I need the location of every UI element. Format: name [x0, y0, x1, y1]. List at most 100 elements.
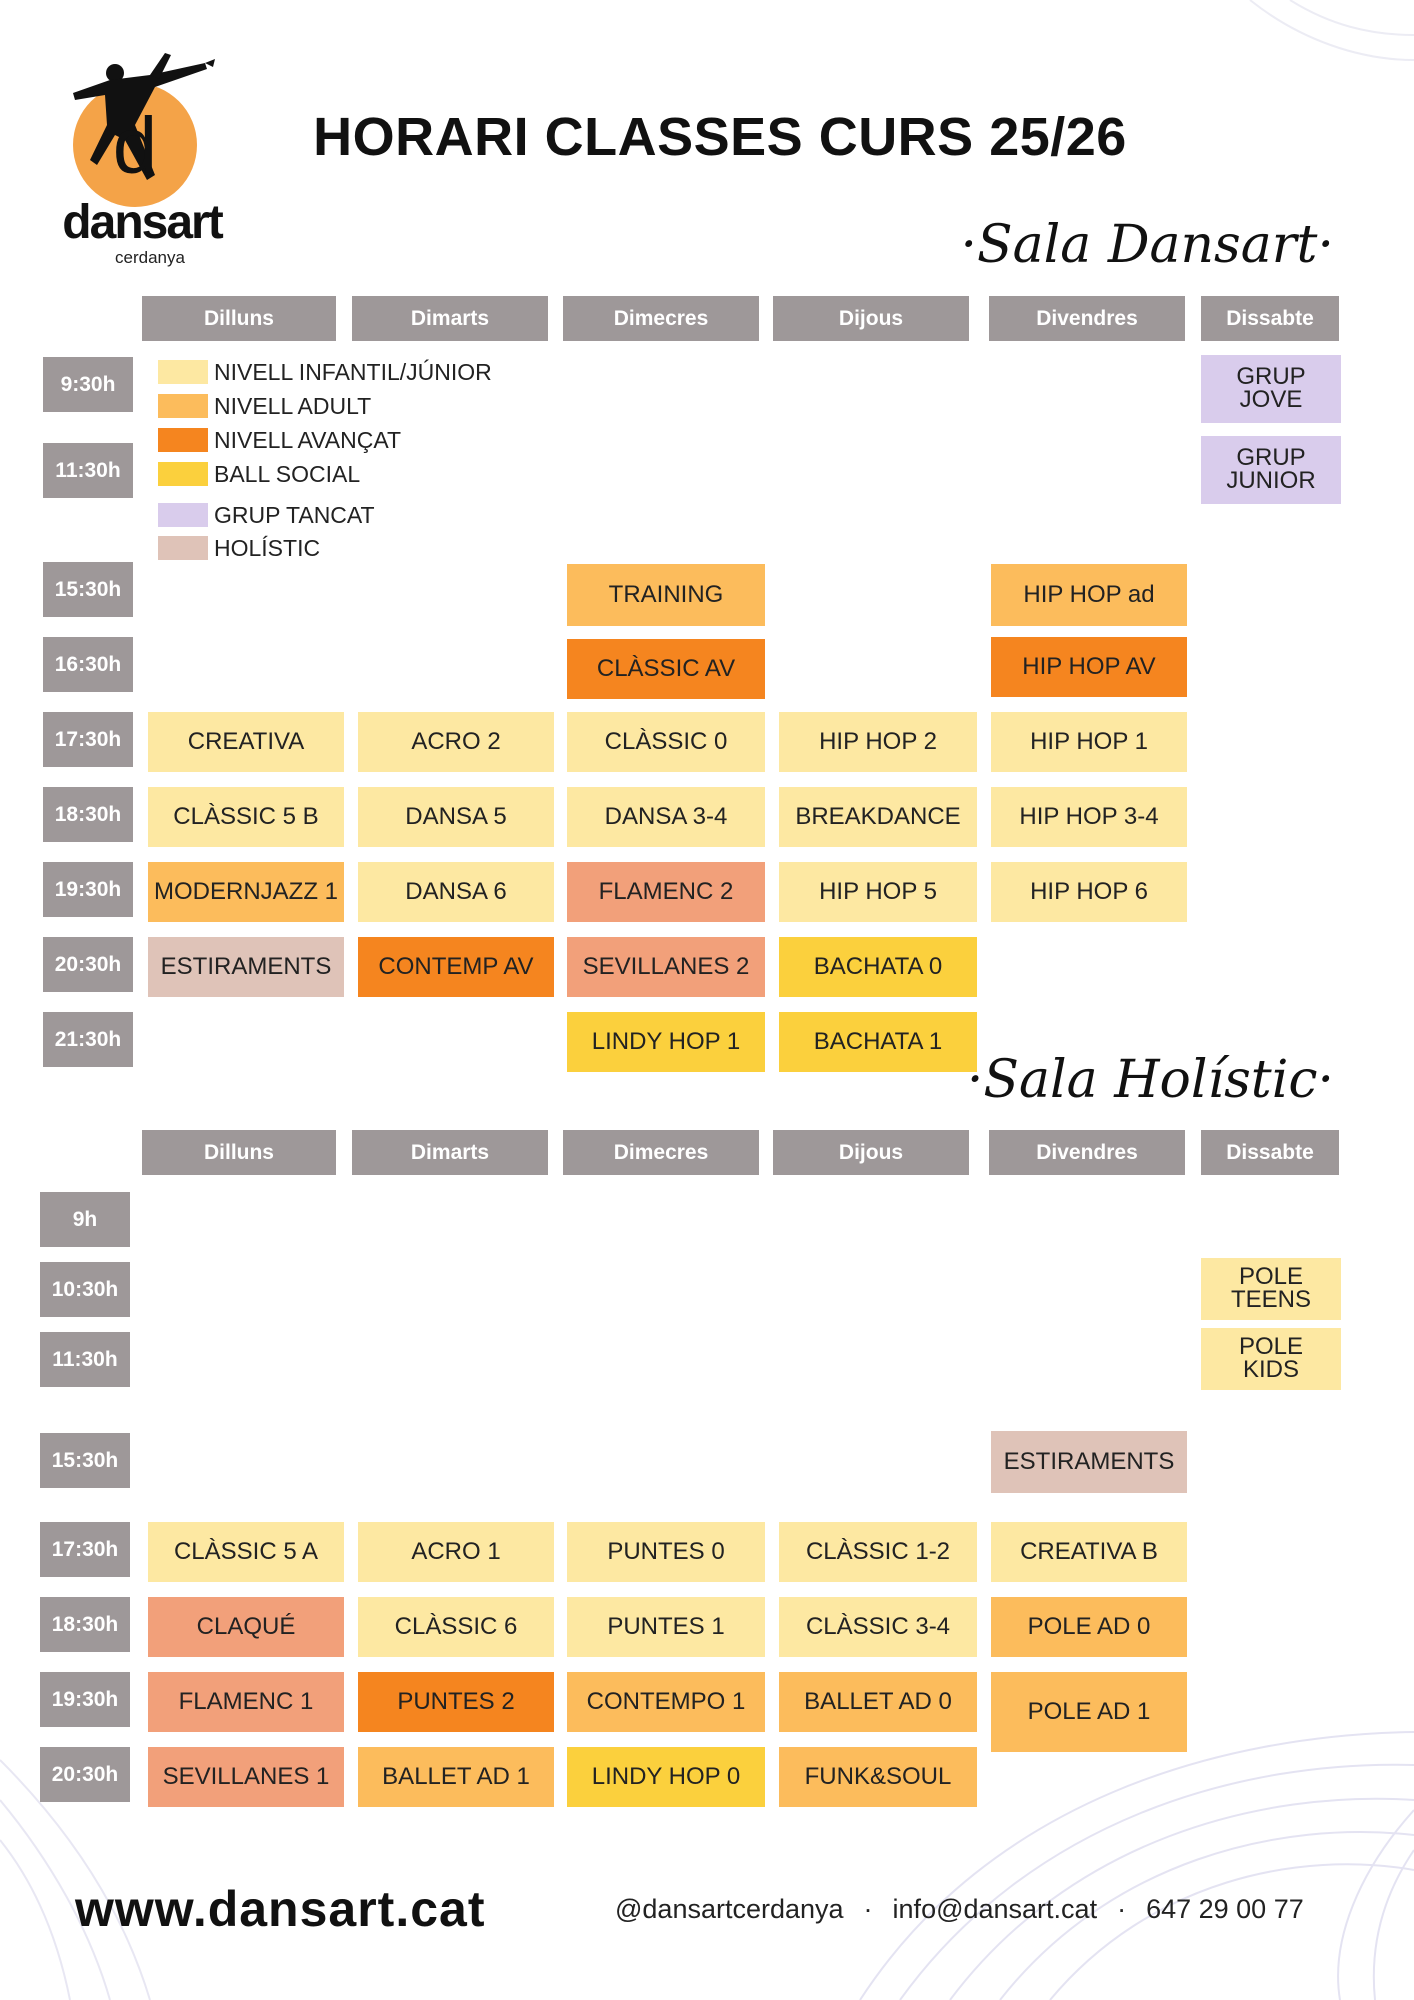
class-block[interactable]: HIP HOP 3-4: [991, 787, 1187, 847]
class-block[interactable]: FLAMENC 1: [148, 1672, 344, 1732]
footer-phone[interactable]: 647 29 00 77: [1146, 1894, 1304, 1924]
class-block[interactable]: CLAQUÉ: [148, 1597, 344, 1657]
day-header: Dimecres: [563, 1130, 759, 1175]
class-block[interactable]: POLE AD 1: [991, 1672, 1187, 1752]
class-block[interactable]: BACHATA 1: [779, 1012, 977, 1072]
class-block[interactable]: POLE AD 0: [991, 1597, 1187, 1657]
class-block[interactable]: CLÀSSIC 1-2: [779, 1522, 977, 1582]
time-slot: 9:30h: [43, 357, 133, 412]
class-block[interactable]: ACRO 1: [358, 1522, 554, 1582]
class-block[interactable]: CONTEMPO 1: [567, 1672, 765, 1732]
class-block[interactable]: GRUP JUNIOR: [1201, 436, 1341, 504]
time-slot: 9h: [40, 1192, 130, 1247]
class-block[interactable]: HIP HOP 2: [779, 712, 977, 772]
class-block[interactable]: BREAKDANCE: [779, 787, 977, 847]
time-slot: 18:30h: [40, 1597, 130, 1652]
day-header: Dimarts: [352, 296, 548, 341]
footer-contacts: @dansartcerdanya · info@dansart.cat · 64…: [615, 1894, 1304, 1925]
room-title-holistic: ·Sala Holístic·: [966, 1050, 1334, 1110]
day-header: Divendres: [989, 1130, 1185, 1175]
class-block[interactable]: LINDY HOP 0: [567, 1747, 765, 1807]
legend-label: NIVELL INFANTIL/JÚNIOR: [214, 359, 492, 385]
legend-label: BALL SOCIAL: [214, 461, 361, 487]
footer-separator: ·: [1117, 1894, 1127, 1924]
time-slot: 16:30h: [43, 637, 133, 692]
day-header: Divendres: [989, 296, 1185, 341]
class-block[interactable]: CLÀSSIC AV: [567, 639, 765, 699]
time-slot: 20:30h: [40, 1747, 130, 1802]
class-block[interactable]: BACHATA 0: [779, 937, 977, 997]
logo: d dansart cerdanya: [55, 45, 225, 275]
class-block[interactable]: CREATIVA: [148, 712, 344, 772]
class-block[interactable]: HIP HOP 1: [991, 712, 1187, 772]
day-header: Dilluns: [142, 1130, 336, 1175]
time-slot: 19:30h: [40, 1672, 130, 1727]
class-block[interactable]: SEVILLANES 1: [148, 1747, 344, 1807]
class-block[interactable]: TRAINING: [567, 564, 765, 626]
time-slot: 15:30h: [43, 562, 133, 617]
time-slot: 18:30h: [43, 787, 133, 842]
page-title: HORARI CLASSES CURS 25/26: [313, 107, 1127, 167]
day-header: Dijous: [773, 296, 969, 341]
footer-email[interactable]: info@dansart.cat: [892, 1894, 1098, 1924]
class-block[interactable]: LINDY HOP 1: [567, 1012, 765, 1072]
legend-label: NIVELL ADULT: [214, 393, 372, 419]
time-slot: 17:30h: [43, 712, 133, 767]
dancer-icon: d: [73, 53, 215, 207]
class-block[interactable]: PUNTES 0: [567, 1522, 765, 1582]
class-block[interactable]: CONTEMP AV: [358, 937, 554, 997]
class-block[interactable]: POLE KIDS: [1201, 1328, 1341, 1390]
time-slot: 10:30h: [40, 1262, 130, 1317]
class-block[interactable]: GRUP JOVE: [1201, 355, 1341, 423]
time-slot: 20:30h: [43, 937, 133, 992]
day-header: Dijous: [773, 1130, 969, 1175]
class-block[interactable]: CREATIVA B: [991, 1522, 1187, 1582]
time-slot: 15:30h: [40, 1433, 130, 1488]
legend-swatch: [158, 428, 208, 452]
day-header: Dilluns: [142, 296, 336, 341]
legend-label: NIVELL AVANÇAT: [214, 427, 402, 453]
day-header: Dissabte: [1201, 1130, 1339, 1175]
class-block[interactable]: ACRO 2: [358, 712, 554, 772]
class-block[interactable]: POLE TEENS: [1201, 1258, 1341, 1320]
class-block[interactable]: DANSA 3-4: [567, 787, 765, 847]
class-block[interactable]: ESTIRAMENTS: [148, 937, 344, 997]
time-slot: 11:30h: [43, 443, 133, 498]
class-block[interactable]: DANSA 5: [358, 787, 554, 847]
legend-swatch: [158, 360, 208, 384]
class-block[interactable]: BALLET AD 1: [358, 1747, 554, 1807]
class-block[interactable]: ESTIRAMENTS: [991, 1431, 1187, 1493]
logo-subtitle: cerdanya: [115, 248, 185, 267]
class-block[interactable]: PUNTES 1: [567, 1597, 765, 1657]
time-slot: 11:30h: [40, 1332, 130, 1387]
class-block[interactable]: CLÀSSIC 3-4: [779, 1597, 977, 1657]
legend-label: GRUP TANCAT: [214, 502, 375, 528]
class-block[interactable]: HIP HOP AV: [991, 637, 1187, 697]
class-block[interactable]: SEVILLANES 2: [567, 937, 765, 997]
day-header: Dimarts: [352, 1130, 548, 1175]
time-slot: 21:30h: [43, 1012, 133, 1067]
class-block[interactable]: CLÀSSIC 5 A: [148, 1522, 344, 1582]
legend-swatch: [158, 503, 208, 527]
room-title-dansart: ·Sala Dansart·: [960, 215, 1334, 275]
class-block[interactable]: FUNK&SOUL: [779, 1747, 977, 1807]
class-block[interactable]: MODERNJAZZ 1: [148, 862, 344, 922]
class-block[interactable]: BALLET AD 0: [779, 1672, 977, 1732]
legend-label: HOLÍSTIC: [214, 535, 321, 561]
day-header: Dissabte: [1201, 296, 1339, 341]
class-block[interactable]: FLAMENC 2: [567, 862, 765, 922]
class-block[interactable]: DANSA 6: [358, 862, 554, 922]
footer-website[interactable]: www.dansart.cat: [75, 1881, 486, 1937]
class-block[interactable]: HIP HOP 5: [779, 862, 977, 922]
day-header: Dimecres: [563, 296, 759, 341]
legend-swatch: [158, 394, 208, 418]
class-block[interactable]: CLÀSSIC 6: [358, 1597, 554, 1657]
logo-wordmark: dansart: [62, 196, 223, 249]
class-block[interactable]: CLÀSSIC 5 B: [148, 787, 344, 847]
footer-instagram[interactable]: @dansartcerdanya: [615, 1894, 844, 1924]
class-block[interactable]: CLÀSSIC 0: [567, 712, 765, 772]
class-block[interactable]: PUNTES 2: [358, 1672, 554, 1732]
class-block[interactable]: HIP HOP 6: [991, 862, 1187, 922]
logo-letter: d: [113, 101, 158, 190]
class-block[interactable]: HIP HOP ad: [991, 564, 1187, 626]
